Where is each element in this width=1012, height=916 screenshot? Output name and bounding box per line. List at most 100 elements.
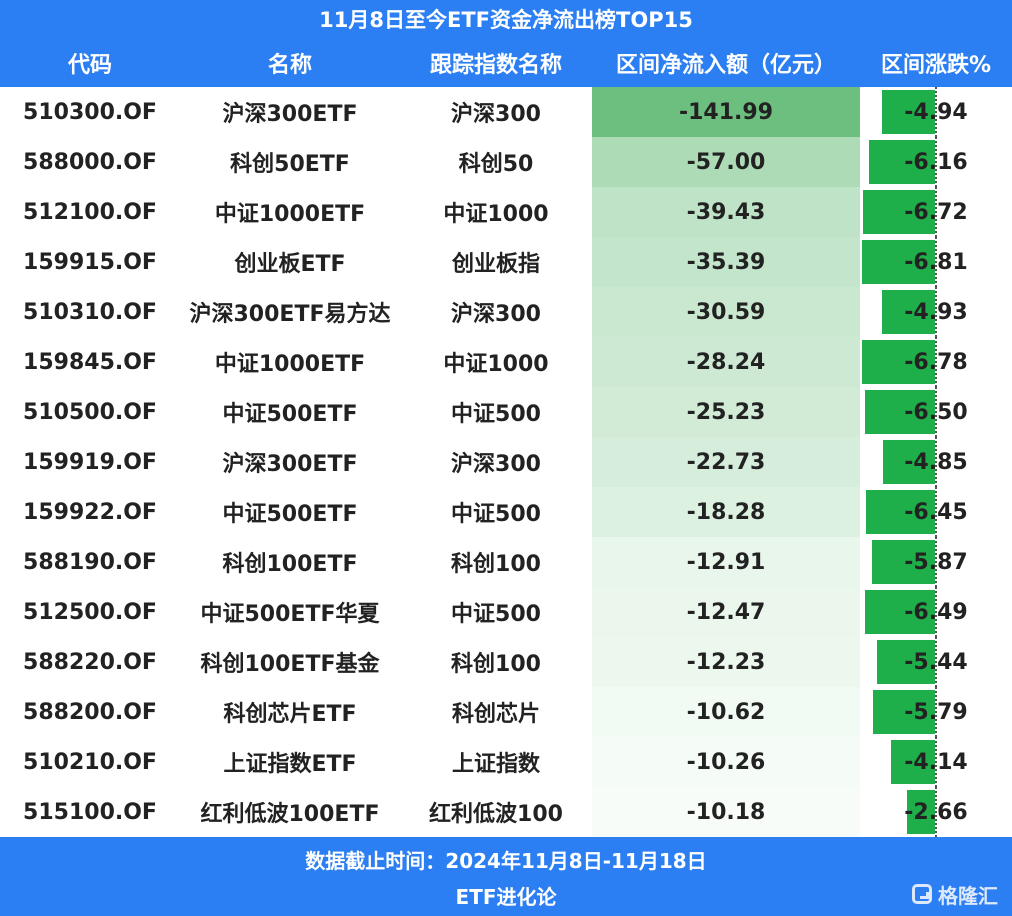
cell-flow: -25.23	[686, 399, 766, 425]
cell-code: 515100.OF	[23, 799, 157, 825]
header-code: 代码	[67, 52, 112, 78]
cell-code: 588200.OF	[23, 699, 157, 725]
change-bar	[862, 340, 935, 384]
cell-change: -6.50	[904, 399, 968, 425]
cell-code: 510300.OF	[23, 99, 157, 125]
change-zero-axis	[935, 87, 937, 137]
cell-flow: -22.73	[686, 449, 766, 475]
cell-change: -4.14	[904, 749, 968, 775]
flow-heat-cell	[592, 137, 860, 187]
cell-index: 科创芯片	[451, 702, 540, 727]
cell-index: 沪深300	[451, 452, 541, 477]
flow-heat-cell	[592, 287, 860, 337]
footer-date-range: 数据截止时间：2024年11月8日-11月18日	[305, 848, 707, 873]
cell-flow: -28.24	[686, 349, 766, 375]
change-bar	[883, 440, 935, 484]
change-bar	[865, 390, 935, 434]
cell-change: -4.93	[904, 299, 968, 325]
cell-index: 上证指数	[451, 752, 540, 777]
cell-code: 159919.OF	[23, 449, 157, 475]
cell-index: 中证500	[451, 602, 541, 627]
change-bar	[876, 640, 935, 684]
cell-flow: -18.28	[686, 499, 766, 525]
change-zero-axis	[935, 587, 937, 637]
cell-index: 科创100	[451, 652, 541, 677]
cell-name: 上证指数ETF	[223, 752, 357, 777]
change-bar	[890, 740, 935, 784]
flow-heat-cell	[592, 787, 860, 837]
cell-index: 中证500	[451, 402, 541, 427]
table-row: 515100.OF 红利低波100ETF 红利低波100 -10.18 -2.66	[0, 787, 1012, 837]
cell-name: 科创50ETF	[230, 152, 350, 177]
cell-code: 588000.OF	[23, 149, 157, 175]
cell-index: 红利低波100	[429, 802, 563, 827]
cell-name: 中证500ETF	[222, 502, 358, 527]
change-zero-axis	[935, 737, 937, 787]
cell-name: 中证500ETF华夏	[200, 602, 380, 627]
change-zero-axis	[935, 487, 937, 537]
change-zero-axis	[935, 287, 937, 337]
table-row: 512500.OF 中证500ETF华夏 中证500 -12.47 -6.49	[0, 587, 1012, 637]
cell-name: 红利低波100ETF	[200, 802, 380, 827]
cell-flow: -12.47	[686, 599, 766, 625]
flow-heat-cell	[592, 437, 860, 487]
table-row: 159915.OF 创业板ETF 创业板指 -35.39 -6.81	[0, 237, 1012, 287]
header-change: 区间涨跌%	[880, 52, 992, 78]
cell-code: 512100.OF	[23, 199, 157, 225]
cell-index: 中证1000	[443, 202, 549, 227]
change-zero-axis	[935, 187, 937, 237]
cell-index: 中证1000	[443, 352, 549, 377]
gelonghui-logo-icon	[912, 884, 932, 904]
cell-name: 科创100ETF	[222, 552, 358, 577]
change-zero-axis	[935, 337, 937, 387]
cell-name: 创业板ETF	[234, 252, 346, 277]
cell-index: 沪深300	[451, 102, 541, 127]
change-bar	[906, 790, 935, 834]
footer: 数据截止时间：2024年11月8日-11月18日 ETF进化论	[0, 837, 1012, 916]
change-zero-axis	[935, 237, 937, 287]
flow-heat-cell	[592, 487, 860, 537]
flow-heat-cell	[592, 187, 860, 237]
cell-flow: -10.18	[686, 799, 766, 825]
change-bar	[882, 90, 935, 134]
cell-code: 159845.OF	[23, 349, 157, 375]
table-title: 11月8日至今ETF资金净流出榜TOP15	[0, 0, 1012, 38]
change-bar	[865, 590, 935, 634]
cell-name: 沪深300ETF	[222, 452, 358, 477]
table-row: 510300.OF 沪深300ETF 沪深300 -141.99 -4.94	[0, 87, 1012, 137]
change-zero-axis	[935, 387, 937, 437]
cell-name: 中证1000ETF	[214, 202, 366, 227]
change-bar	[869, 140, 935, 184]
cell-flow: -10.26	[686, 749, 766, 775]
flow-heat-cell	[592, 637, 860, 687]
cell-change: -5.87	[904, 549, 968, 575]
change-bar	[863, 190, 935, 234]
cell-change: -6.81	[904, 249, 968, 275]
change-zero-axis	[935, 137, 937, 187]
flow-heat-cell	[592, 537, 860, 587]
cell-flow: -30.59	[686, 299, 766, 325]
cell-name: 沪深300ETF	[222, 102, 358, 127]
table-row: 512100.OF 中证1000ETF 中证1000 -39.43 -6.72	[0, 187, 1012, 237]
cell-flow: -12.23	[686, 649, 766, 675]
table-row: 588000.OF 科创50ETF 科创50 -57.00 -6.16	[0, 137, 1012, 187]
cell-code: 510310.OF	[23, 299, 157, 325]
header-flow: 区间净流入额（亿元）	[615, 52, 836, 78]
table-row: 159845.OF 中证1000ETF 中证1000 -28.24 -6.78	[0, 337, 1012, 387]
cell-name: 中证500ETF	[222, 402, 358, 427]
cell-name: 科创芯片ETF	[223, 702, 357, 727]
cell-code: 588190.OF	[23, 549, 157, 575]
cell-index: 科创100	[451, 552, 541, 577]
change-zero-axis	[935, 787, 937, 837]
change-bar	[882, 290, 935, 334]
table-row: 510500.OF 中证500ETF 中证500 -25.23 -6.50	[0, 387, 1012, 437]
cell-code: 512500.OF	[23, 599, 157, 625]
cell-code: 588220.OF	[23, 649, 157, 675]
cell-flow: -57.00	[686, 149, 766, 175]
cell-change: -5.44	[904, 649, 968, 675]
change-bar	[865, 490, 935, 534]
change-zero-axis	[935, 437, 937, 487]
change-bar	[862, 240, 935, 284]
header-row: 代码 名称 跟踪指数名称 区间净流入额（亿元） 区间涨跌%	[0, 38, 1012, 87]
